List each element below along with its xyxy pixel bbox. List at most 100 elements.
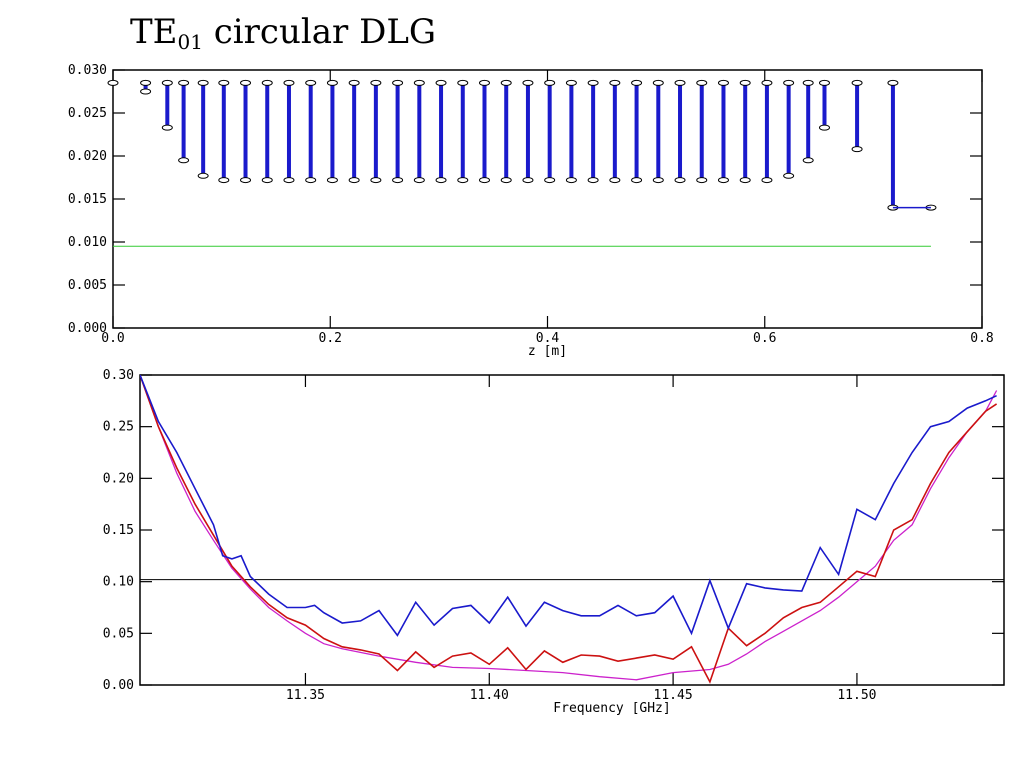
top-x-tick-label: 0.2: [319, 331, 342, 346]
top-x-tick-label: 0.4: [536, 331, 560, 346]
top-segment-marker: [457, 177, 469, 184]
frequency-response-chart: 0.00 0.05 0.10 0.15 0.20 0.25 0.30 11.35 11.40 11…: [103, 368, 1005, 716]
top-segment-marker: [478, 177, 490, 184]
top-segment-marker: [218, 177, 230, 184]
bottom-y-tick-label: 0.30: [103, 368, 134, 383]
top-segment-marker: [887, 79, 899, 86]
top-segment-marker: [609, 177, 621, 184]
top-segment-marker: [370, 177, 382, 184]
top-segment-marker: [818, 79, 830, 86]
top-y-tick-label: 0.015: [68, 192, 107, 207]
top-segment-marker: [261, 177, 273, 184]
top-segment-marker: [500, 79, 512, 86]
bottom-x-tick-label: 11.35: [286, 688, 325, 703]
top-segment-marker: [717, 79, 729, 86]
top-x-axis-label: z [m]: [528, 344, 567, 359]
top-segment-marker: [500, 177, 512, 184]
top-segment-marker: [283, 177, 295, 184]
top-segment-marker: [851, 79, 863, 86]
top-segment-marker: [370, 79, 382, 86]
top-segment-marker: [631, 177, 643, 184]
bottom-x-tick-label: 11.50: [837, 688, 876, 703]
top-segment-marker: [652, 79, 664, 86]
top-segment-marker: [140, 88, 152, 95]
top-segment-marker: [478, 79, 490, 86]
bottom-series-line-1: [140, 375, 998, 684]
top-segment-marker: [413, 79, 425, 86]
top-segment-marker: [348, 177, 360, 184]
top-segment-marker: [609, 79, 621, 86]
top-segment-marker: [197, 172, 209, 179]
top-segment-marker: [783, 79, 795, 86]
top-segment-marker: [392, 79, 404, 86]
top-segment-marker: [544, 177, 556, 184]
top-segment-marker: [435, 177, 447, 184]
top-y-tick-label: 0.005: [68, 278, 107, 293]
top-segment-marker: [739, 79, 751, 86]
top-segment-marker: [305, 79, 317, 86]
bottom-series-line-2: [140, 375, 998, 681]
bottom-y-tick-label: 0.00: [103, 678, 134, 693]
top-segment-marker: [674, 79, 686, 86]
top-x-tick-label: 0.8: [970, 331, 993, 346]
top-segment-marker: [178, 157, 190, 164]
top-y-tick-label: 0.020: [68, 149, 107, 164]
top-segment-marker: [392, 177, 404, 184]
bottom-y-tick-label: 0.25: [103, 420, 134, 435]
bottom-y-tick-label: 0.05: [103, 626, 134, 641]
top-segment-marker: [413, 177, 425, 184]
top-segment-marker: [587, 177, 599, 184]
top-segment-marker: [696, 79, 708, 86]
top-segment-marker: [818, 124, 830, 131]
top-segment-marker: [197, 79, 209, 86]
top-segment-marker: [326, 177, 338, 184]
bottom-y-tick-label: 0.20: [103, 471, 134, 486]
top-segment-marker: [739, 177, 751, 184]
bottom-plot-frame: [139, 374, 1005, 686]
title-rest: circular DLG: [202, 12, 437, 52]
top-segment-marker: [696, 177, 708, 184]
title-subscript: 01: [177, 30, 203, 54]
z-profile-chart: 0.000 0.005 0.010 0.015 0.020 0.025 0.030 0.0 0.…: [68, 63, 994, 359]
top-segment-marker: [218, 79, 230, 86]
bottom-series-line-0: [140, 375, 997, 637]
top-segment-marker: [161, 79, 173, 86]
top-segment-marker: [522, 79, 534, 86]
top-segment-marker: [802, 79, 814, 86]
top-segment-marker: [522, 177, 534, 184]
top-y-tick-label: 0.025: [68, 106, 107, 121]
top-y-tick-label: 0.010: [68, 235, 107, 250]
top-x-tick-label: 0.6: [753, 331, 776, 346]
top-segment-marker: [161, 124, 173, 131]
top-segment-marker: [565, 177, 577, 184]
top-segment-marker: [107, 79, 119, 86]
top-y-tick-label: 0.030: [68, 63, 107, 78]
top-y-tick-label: 0.000: [68, 321, 107, 336]
top-x-tick-label: 0.0: [101, 331, 124, 346]
top-segment-marker: [261, 79, 273, 86]
top-segment-marker: [240, 79, 252, 86]
top-segment-marker: [717, 177, 729, 184]
top-plot-frame: [112, 69, 983, 329]
chart-title: TE01 circular DLG: [130, 12, 436, 54]
top-segment-marker: [326, 79, 338, 86]
top-segment-marker: [435, 79, 447, 86]
top-segment-marker: [348, 79, 360, 86]
top-segment-marker: [851, 146, 863, 153]
top-segment-marker: [674, 177, 686, 184]
top-segment-marker: [305, 177, 317, 184]
title-main: TE: [130, 12, 178, 52]
bottom-x-tick-label: 11.40: [470, 688, 509, 703]
top-segment-marker: [544, 79, 556, 86]
top-segment-marker: [283, 79, 295, 86]
top-segment-marker: [565, 79, 577, 86]
top-segment-marker: [240, 177, 252, 184]
top-segment-marker: [178, 79, 190, 86]
bottom-y-tick-label: 0.15: [103, 523, 134, 538]
bottom-y-tick-label: 0.10: [103, 575, 134, 590]
bottom-x-tick-label: 11.45: [654, 688, 693, 703]
top-segment-marker: [761, 177, 773, 184]
bottom-x-axis-label: Frequency [GHz]: [553, 701, 670, 716]
top-segment-marker: [652, 177, 664, 184]
